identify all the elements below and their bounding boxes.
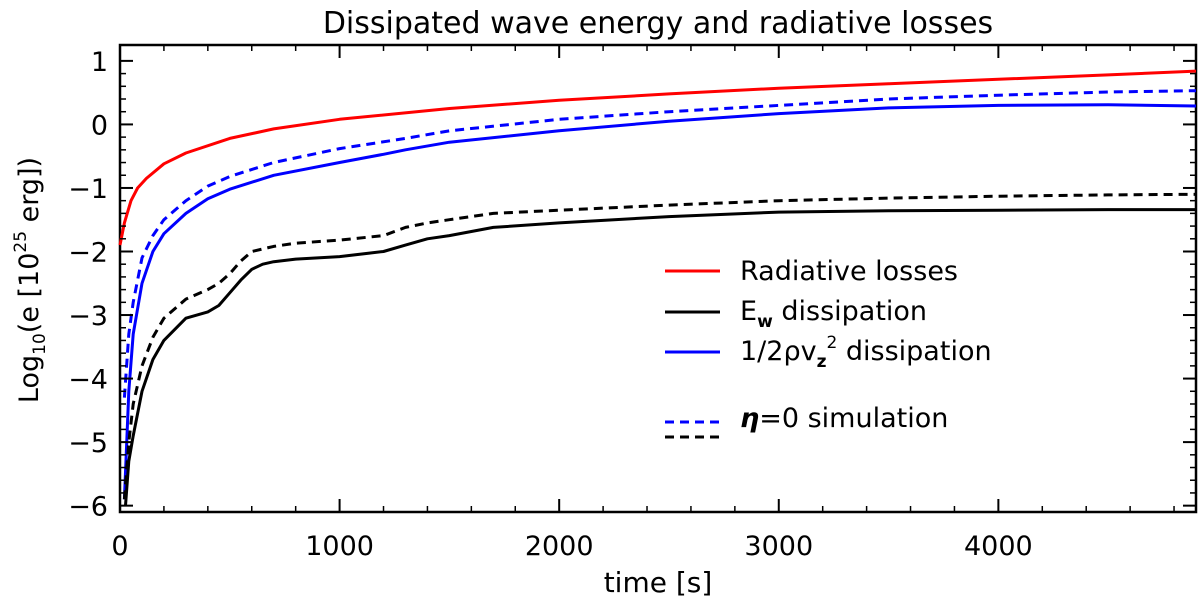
legend-kin-sup: 2	[826, 333, 837, 353]
x-axis-label: time [s]	[604, 566, 713, 599]
x-tick-label: 1000	[305, 531, 374, 562]
y-tick-label: −3	[68, 301, 108, 332]
legend: Radiative losses Ew dissipation 1/2ρvz2 …	[665, 256, 992, 439]
y-tick-label: 0	[91, 110, 108, 141]
y-axis-label-suffix: erg])	[14, 157, 45, 231]
legend-label-radiative: Radiative losses	[740, 256, 958, 287]
y-axis-label-sup: 25	[11, 231, 31, 253]
legend-label-ew: Ew dissipation	[740, 296, 927, 332]
x-tick-label: 4000	[964, 531, 1033, 562]
y-tick-label: −2	[68, 237, 108, 268]
x-axis-ticks: 0 1000 2000 3000 4000	[111, 45, 1175, 562]
y-axis-label-sub: 10	[30, 333, 50, 355]
legend-kin-main: 1/2ρv	[740, 336, 817, 367]
y-tick-label: −1	[68, 174, 108, 205]
chart-title: Dissipated wave energy and radiative los…	[323, 6, 993, 41]
y-tick-label: −5	[68, 428, 108, 459]
legend-ew-sub: w	[757, 312, 773, 332]
legend-label-eta: η=0 simulation	[740, 403, 948, 434]
plot-frame	[118, 43, 1198, 514]
series-layer	[118, 69, 1197, 506]
legend-kin-sub: z	[817, 352, 827, 372]
series-line-e-w-dissipation-0	[122, 192, 1197, 500]
x-tick-label: 3000	[744, 531, 813, 562]
x-tick-label: 0	[111, 531, 128, 562]
legend-eta-rest: =0 simulation	[759, 403, 948, 434]
y-axis-label: Log10(e [1025 erg])	[11, 157, 50, 403]
series-line-1-2-vz-dissipation	[122, 103, 1197, 500]
y-tick-label: −4	[68, 365, 108, 396]
y-tick-label: −6	[68, 492, 108, 523]
legend-kin-rest: dissipation	[837, 336, 991, 367]
legend-eta-symbol: η	[740, 403, 759, 434]
legend-ew-rest: dissipation	[773, 296, 927, 327]
y-axis-ticks: 1 0 −1 −2 −3 −4 −5 −6	[68, 47, 1196, 523]
x-tick-label: 2000	[525, 531, 594, 562]
y-axis-label-mid: (e [10	[14, 253, 45, 334]
y-axis-label-log: Log	[14, 355, 45, 403]
y-tick-label: 1	[91, 47, 108, 78]
legend-label-kinetic: 1/2ρvz2 dissipation	[740, 333, 992, 372]
series-line-e-w-dissipation	[124, 208, 1196, 506]
series-line-radiative-losses	[118, 69, 1197, 246]
legend-ew-main: E	[740, 296, 757, 327]
